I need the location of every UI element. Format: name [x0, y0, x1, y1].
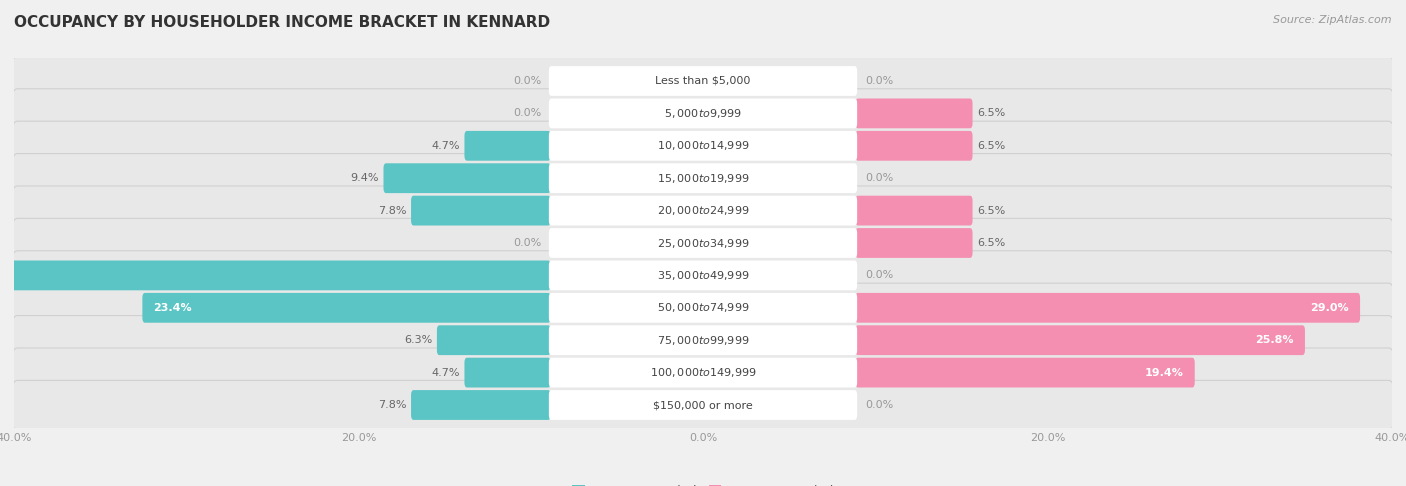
FancyBboxPatch shape — [13, 315, 1393, 365]
Text: 0.0%: 0.0% — [513, 238, 541, 248]
FancyBboxPatch shape — [142, 293, 551, 323]
Text: $50,000 to $74,999: $50,000 to $74,999 — [657, 301, 749, 314]
Text: 19.4%: 19.4% — [1144, 367, 1184, 378]
Text: Less than $5,000: Less than $5,000 — [655, 76, 751, 86]
Text: 6.5%: 6.5% — [977, 108, 1005, 119]
Text: 0.0%: 0.0% — [865, 270, 893, 280]
FancyBboxPatch shape — [0, 260, 551, 290]
Text: 0.0%: 0.0% — [513, 76, 541, 86]
Text: $75,000 to $99,999: $75,000 to $99,999 — [657, 334, 749, 347]
Text: 7.8%: 7.8% — [378, 400, 406, 410]
Text: 4.7%: 4.7% — [432, 141, 460, 151]
Text: 4.7%: 4.7% — [432, 367, 460, 378]
Text: 9.4%: 9.4% — [350, 173, 380, 183]
FancyBboxPatch shape — [548, 390, 858, 420]
FancyBboxPatch shape — [13, 283, 1393, 332]
Text: 29.0%: 29.0% — [1310, 303, 1348, 313]
Text: $20,000 to $24,999: $20,000 to $24,999 — [657, 204, 749, 217]
FancyBboxPatch shape — [548, 131, 858, 161]
FancyBboxPatch shape — [548, 293, 858, 323]
FancyBboxPatch shape — [855, 131, 973, 161]
FancyBboxPatch shape — [855, 228, 973, 258]
Text: $25,000 to $34,999: $25,000 to $34,999 — [657, 237, 749, 249]
Text: 0.0%: 0.0% — [865, 400, 893, 410]
Text: $100,000 to $149,999: $100,000 to $149,999 — [650, 366, 756, 379]
FancyBboxPatch shape — [384, 163, 551, 193]
FancyBboxPatch shape — [13, 56, 1393, 105]
FancyBboxPatch shape — [548, 325, 858, 355]
Text: OCCUPANCY BY HOUSEHOLDER INCOME BRACKET IN KENNARD: OCCUPANCY BY HOUSEHOLDER INCOME BRACKET … — [14, 15, 550, 30]
Text: $15,000 to $19,999: $15,000 to $19,999 — [657, 172, 749, 185]
FancyBboxPatch shape — [548, 163, 858, 193]
FancyBboxPatch shape — [548, 66, 858, 96]
Text: $10,000 to $14,999: $10,000 to $14,999 — [657, 139, 749, 152]
FancyBboxPatch shape — [464, 131, 551, 161]
FancyBboxPatch shape — [548, 260, 858, 290]
FancyBboxPatch shape — [13, 218, 1393, 268]
FancyBboxPatch shape — [13, 381, 1393, 430]
FancyBboxPatch shape — [548, 358, 858, 387]
FancyBboxPatch shape — [13, 89, 1393, 138]
Text: 6.5%: 6.5% — [977, 141, 1005, 151]
Text: 0.0%: 0.0% — [865, 76, 893, 86]
Text: $150,000 or more: $150,000 or more — [654, 400, 752, 410]
FancyBboxPatch shape — [411, 390, 551, 420]
Text: 6.5%: 6.5% — [977, 206, 1005, 216]
FancyBboxPatch shape — [464, 358, 551, 387]
FancyBboxPatch shape — [13, 348, 1393, 397]
FancyBboxPatch shape — [855, 358, 1195, 387]
Legend: Owner-occupied, Renter-occupied: Owner-occupied, Renter-occupied — [568, 480, 838, 486]
FancyBboxPatch shape — [855, 325, 1305, 355]
FancyBboxPatch shape — [13, 154, 1393, 203]
Text: $35,000 to $49,999: $35,000 to $49,999 — [657, 269, 749, 282]
Text: 0.0%: 0.0% — [865, 173, 893, 183]
Text: 0.0%: 0.0% — [513, 108, 541, 119]
FancyBboxPatch shape — [13, 251, 1393, 300]
Text: 6.3%: 6.3% — [405, 335, 433, 345]
Text: 23.4%: 23.4% — [153, 303, 193, 313]
FancyBboxPatch shape — [437, 325, 551, 355]
Text: Source: ZipAtlas.com: Source: ZipAtlas.com — [1274, 15, 1392, 25]
FancyBboxPatch shape — [548, 228, 858, 258]
FancyBboxPatch shape — [548, 196, 858, 226]
FancyBboxPatch shape — [13, 186, 1393, 235]
FancyBboxPatch shape — [855, 99, 973, 128]
Text: 7.8%: 7.8% — [378, 206, 406, 216]
FancyBboxPatch shape — [855, 293, 1360, 323]
Text: $5,000 to $9,999: $5,000 to $9,999 — [664, 107, 742, 120]
Text: 6.5%: 6.5% — [977, 238, 1005, 248]
FancyBboxPatch shape — [855, 196, 973, 226]
FancyBboxPatch shape — [411, 196, 551, 226]
Text: 25.8%: 25.8% — [1256, 335, 1294, 345]
FancyBboxPatch shape — [548, 99, 858, 128]
FancyBboxPatch shape — [13, 121, 1393, 171]
